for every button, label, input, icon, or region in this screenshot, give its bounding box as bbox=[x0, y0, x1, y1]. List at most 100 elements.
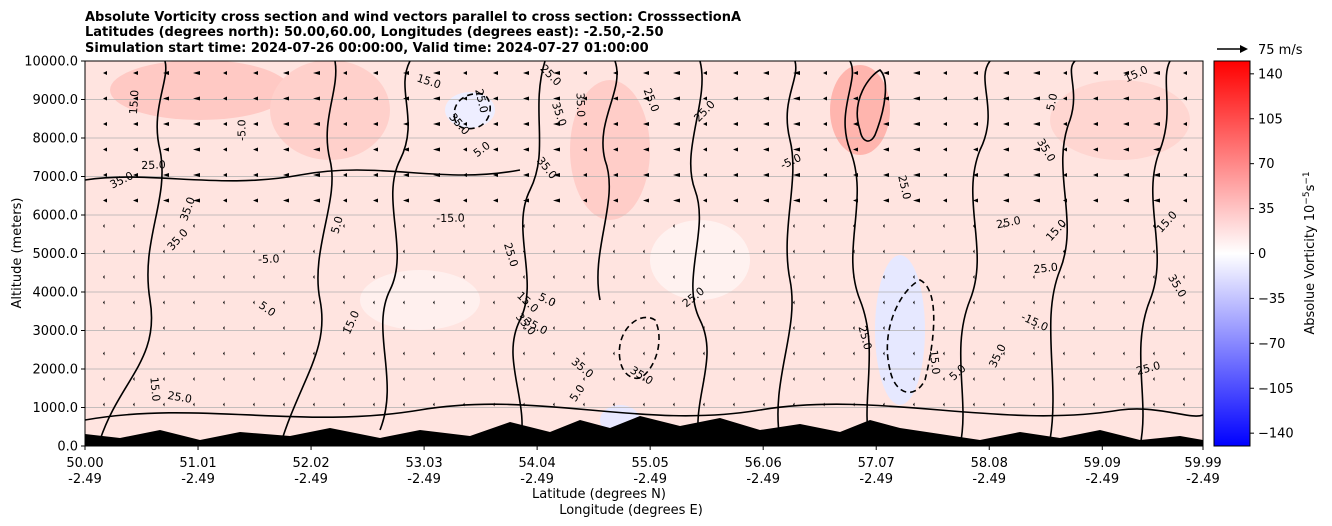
y-axis-label: Altitude (meters) bbox=[10, 198, 25, 309]
wind-vector bbox=[763, 96, 769, 101]
wind-vector bbox=[343, 173, 347, 177]
wind-vector bbox=[313, 402, 315, 407]
contour-label: 5.0 bbox=[329, 215, 346, 235]
wind-vector bbox=[373, 326, 375, 330]
y-tick-label: 7000.0 bbox=[33, 170, 79, 185]
x-axis-label-latitude: Latitude (degrees N) bbox=[532, 487, 666, 502]
wind-vector bbox=[1033, 351, 1035, 356]
wind-vector bbox=[403, 351, 405, 356]
wind-vector bbox=[463, 122, 467, 126]
wind-vector bbox=[583, 377, 585, 381]
wind-vector bbox=[643, 275, 645, 279]
wind-vector bbox=[343, 224, 345, 228]
wind-vector bbox=[643, 402, 645, 407]
wind-vector bbox=[313, 147, 320, 152]
wind-vector bbox=[283, 326, 285, 330]
wind-vector bbox=[1033, 96, 1040, 101]
wind-vector bbox=[673, 147, 680, 152]
wind-vector bbox=[643, 173, 649, 177]
contour-line-negative bbox=[618, 316, 660, 380]
wind-vector bbox=[943, 402, 945, 407]
wind-vector bbox=[343, 300, 345, 305]
wind-vector bbox=[553, 402, 555, 407]
colorbar-tick-label: −70 bbox=[1258, 337, 1285, 352]
wind-vector bbox=[973, 351, 975, 356]
wind-vector bbox=[1063, 402, 1065, 407]
wind-vector bbox=[1093, 198, 1098, 203]
contour-label: 15.0 bbox=[147, 377, 162, 403]
wind-vector bbox=[1033, 147, 1040, 152]
wind-vector bbox=[883, 377, 885, 381]
wind-vector bbox=[1123, 147, 1129, 152]
quiver-key-arrowhead bbox=[1240, 45, 1248, 53]
wind-vector bbox=[1033, 122, 1040, 126]
wind-vector bbox=[913, 96, 920, 101]
wind-vector bbox=[133, 122, 138, 126]
contour-line bbox=[85, 169, 521, 182]
wind-vector bbox=[583, 300, 585, 305]
wind-vector bbox=[673, 377, 675, 381]
contour-line bbox=[856, 69, 887, 142]
wind-vector bbox=[553, 351, 555, 356]
wind-vector bbox=[103, 198, 107, 203]
wind-vector bbox=[1123, 96, 1129, 101]
wind-vector bbox=[373, 224, 375, 228]
wind-vector bbox=[1183, 224, 1185, 228]
contour-line bbox=[597, 61, 618, 301]
wind-vector bbox=[253, 122, 258, 126]
y-tick-label: 4000.0 bbox=[33, 286, 79, 301]
wind-vector bbox=[553, 71, 560, 75]
wind-vector bbox=[553, 300, 555, 305]
wind-vector bbox=[403, 198, 409, 203]
wind-vector bbox=[343, 96, 347, 101]
wind-vector bbox=[553, 96, 560, 101]
wind-vector bbox=[373, 147, 378, 152]
wind-vector bbox=[553, 275, 555, 279]
wind-vector bbox=[823, 300, 825, 305]
wind-vector bbox=[673, 351, 675, 356]
wind-vector bbox=[373, 300, 375, 305]
wind-vector bbox=[523, 402, 525, 407]
wind-vector bbox=[223, 402, 225, 407]
wind-vector bbox=[133, 96, 138, 101]
wind-vector bbox=[613, 377, 615, 381]
wind-vector bbox=[523, 249, 525, 254]
wind-vector bbox=[1063, 326, 1065, 330]
wind-vector bbox=[103, 249, 105, 254]
wind-vector bbox=[1123, 326, 1125, 330]
wind-vector bbox=[1033, 326, 1035, 330]
wind-vector bbox=[283, 71, 289, 75]
x-tick-label-longitude: -2.49 bbox=[181, 472, 215, 487]
wind-vector bbox=[1093, 326, 1095, 330]
contour-line bbox=[85, 403, 1203, 421]
wind-vector bbox=[463, 71, 467, 75]
wind-vector bbox=[1063, 275, 1065, 279]
wind-vector bbox=[133, 224, 135, 228]
wind-vector bbox=[703, 122, 707, 126]
wind-vector bbox=[493, 96, 498, 101]
wind-vector bbox=[223, 275, 225, 279]
contour-line-negative bbox=[453, 93, 491, 130]
wind-vector bbox=[703, 326, 705, 330]
wind-vector bbox=[1033, 300, 1035, 305]
wind-vector bbox=[403, 275, 405, 279]
wind-vector bbox=[1003, 326, 1005, 330]
wind-vector bbox=[853, 275, 855, 279]
wind-vector bbox=[103, 71, 107, 75]
wind-vector bbox=[883, 71, 889, 75]
wind-vector bbox=[1093, 351, 1095, 356]
wind-vector bbox=[1123, 351, 1125, 356]
colorbar-tick-label: 105 bbox=[1258, 112, 1283, 127]
wind-vector bbox=[943, 224, 945, 228]
vorticity-contours bbox=[85, 61, 1203, 446]
wind-vector bbox=[763, 224, 765, 228]
wind-vector bbox=[763, 122, 769, 126]
wind-vector bbox=[823, 351, 825, 356]
wind-vector bbox=[793, 96, 800, 101]
wind-vector bbox=[1063, 351, 1065, 356]
wind-vector bbox=[853, 326, 855, 330]
wind-vector bbox=[703, 377, 705, 381]
wind-vector bbox=[253, 275, 255, 279]
wind-vector bbox=[793, 173, 800, 177]
wind-vector bbox=[613, 147, 618, 152]
